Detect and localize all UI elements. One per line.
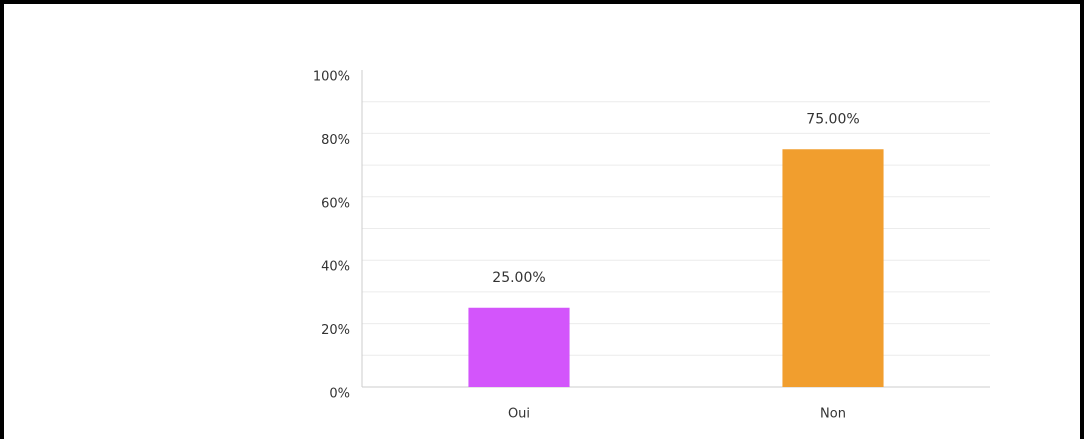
- y-tick-label: 80%: [321, 133, 350, 148]
- y-tick-label: 0%: [329, 387, 350, 402]
- bar: [782, 149, 884, 387]
- y-tick-label: 60%: [321, 196, 350, 211]
- x-tick-label: Oui: [508, 407, 530, 422]
- y-tick-label: 40%: [321, 260, 350, 275]
- y-tick-label: 100%: [313, 70, 350, 85]
- bar: [468, 307, 570, 387]
- x-tick-label: Non: [820, 407, 846, 422]
- value-label: 25.00%: [492, 270, 545, 286]
- value-label: 75.00%: [806, 111, 859, 127]
- y-tick-label: 20%: [321, 323, 350, 338]
